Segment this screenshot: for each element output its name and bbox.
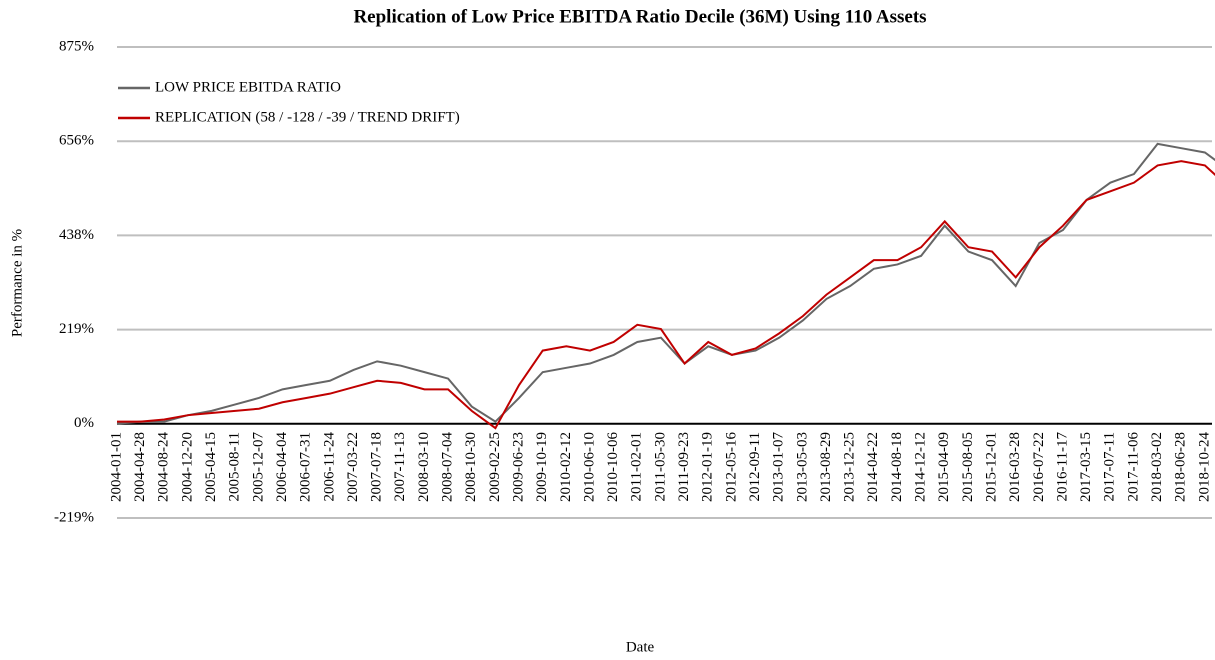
x-tick-label: 2009-02-25 xyxy=(487,432,503,502)
x-tick-label: 2014-12-12 xyxy=(913,432,929,502)
x-tick-label: 2016-11-17 xyxy=(1054,432,1070,502)
y-tick-label: 219% xyxy=(59,321,94,337)
x-tick-label: 2012-09-11 xyxy=(747,432,763,501)
series-line xyxy=(117,160,1215,430)
x-tick-label: 2014-08-18 xyxy=(889,432,905,502)
y-tick-label: 875% xyxy=(59,38,94,54)
y-tick-label: 656% xyxy=(59,133,94,149)
x-tick-label: 2011-09-23 xyxy=(676,432,692,501)
x-tick-label: 2017-07-11 xyxy=(1102,432,1118,501)
x-tick-label: 2005-04-15 xyxy=(203,432,219,502)
x-tick-label: 2004-01-01 xyxy=(108,432,124,502)
series-line xyxy=(116,142,1215,425)
x-tick-label: 2011-05-30 xyxy=(652,432,668,501)
x-tick-label: 2005-12-07 xyxy=(250,432,266,502)
x-tick-label: 2007-03-22 xyxy=(345,432,361,502)
x-tick-label: 2009-10-19 xyxy=(534,432,550,502)
x-tick-label: 2017-03-15 xyxy=(1078,432,1094,502)
x-tick-label: 2006-04-04 xyxy=(274,432,290,502)
x-tick-label: 2018-10-24 xyxy=(1196,432,1212,502)
x-tick-label: 2013-01-07 xyxy=(771,432,787,502)
x-tick-label: 2004-04-28 xyxy=(132,432,148,502)
x-tick-label: 2016-07-22 xyxy=(1031,432,1047,502)
x-tick-label: 2015-08-05 xyxy=(960,432,976,502)
y-tick-label: 0% xyxy=(74,415,94,431)
x-tick-label: 2015-12-01 xyxy=(983,432,999,502)
x-tick-label: 2015-04-09 xyxy=(936,432,952,502)
x-tick-label: 2005-08-11 xyxy=(227,432,243,501)
chart-title: Replication of Low Price EBITDA Ratio De… xyxy=(353,6,926,27)
x-tick-label: 2008-10-30 xyxy=(463,432,479,502)
x-tick-label: 2009-06-23 xyxy=(510,432,526,502)
legend-label: LOW PRICE EBITDA RATIO xyxy=(155,79,341,95)
x-tick-label: 2014-04-22 xyxy=(865,432,881,502)
x-tick-label: 2007-11-13 xyxy=(392,432,408,501)
x-tick-label: 2011-02-01 xyxy=(629,432,645,501)
x-axis-title: Date xyxy=(626,639,655,655)
x-tick-label: 2012-01-19 xyxy=(700,432,716,502)
legend-label: REPLICATION (58 / -128 / -39 / TREND DRI… xyxy=(155,109,460,125)
x-tick-label: 2018-03-02 xyxy=(1149,432,1165,502)
x-tick-label: 2013-08-29 xyxy=(818,432,834,502)
x-tick-label: 2017-11-06 xyxy=(1125,432,1141,502)
x-tick-label: 2004-12-20 xyxy=(179,432,195,502)
x-tick-label: 2004-08-24 xyxy=(156,432,172,502)
x-tick-label: 2008-07-04 xyxy=(440,432,456,502)
y-tick-label: 438% xyxy=(59,227,94,243)
x-tick-label: 2016-03-28 xyxy=(1007,432,1023,502)
x-tick-label: 2006-07-31 xyxy=(298,432,314,502)
x-tick-label: 2013-12-25 xyxy=(842,432,858,502)
x-tick-label: 2008-03-10 xyxy=(416,432,432,502)
x-tick-label: 2010-02-12 xyxy=(558,432,574,502)
x-tick-label: 2007-07-18 xyxy=(369,432,385,502)
x-tick-label: 2012-05-16 xyxy=(723,432,739,502)
x-tick-label: 2013-05-03 xyxy=(794,432,810,502)
x-tick-label: 2018-06-28 xyxy=(1173,432,1189,502)
x-tick-label: 2006-11-24 xyxy=(321,432,337,502)
y-tick-label: -219% xyxy=(54,509,94,525)
y-axis-title: Performance in % xyxy=(9,229,25,337)
x-tick-label: 2010-06-10 xyxy=(581,432,597,502)
x-tick-label: 2010-10-06 xyxy=(605,432,621,502)
